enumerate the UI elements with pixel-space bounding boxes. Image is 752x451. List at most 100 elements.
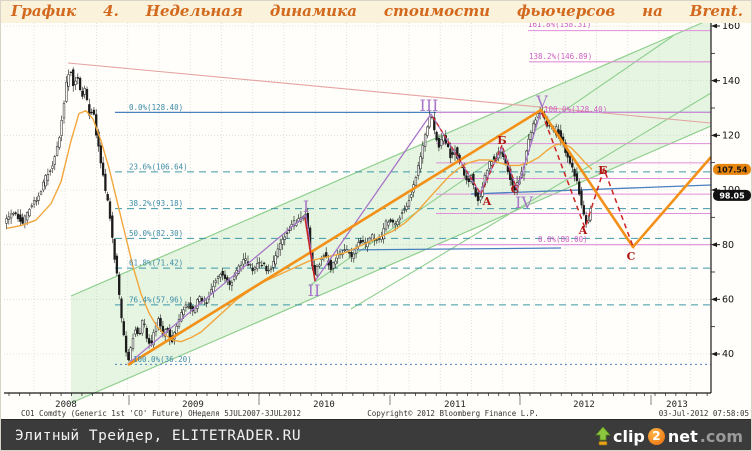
candle-body <box>108 201 112 219</box>
candle-body <box>571 162 574 168</box>
candle-body <box>16 213 20 220</box>
candle-body <box>256 263 259 270</box>
candle-body <box>214 280 217 283</box>
chart-text: 2012 <box>573 400 595 410</box>
clip2net-logo[interactable]: clip 2 net .com <box>595 426 743 446</box>
blue-support-line <box>470 184 712 195</box>
candle-body <box>60 119 63 136</box>
candle-body <box>269 267 273 270</box>
candle-body <box>479 196 482 201</box>
candle-body <box>532 123 535 133</box>
candle-body <box>99 145 102 164</box>
upload-arrow-icon <box>595 426 611 445</box>
candle-body <box>143 323 146 325</box>
candle-body <box>258 262 261 264</box>
chart-text: С <box>627 250 636 263</box>
candle-body <box>122 321 125 336</box>
candle-body <box>180 312 183 322</box>
candle-body <box>423 134 427 147</box>
green-channel-upper <box>70 18 712 297</box>
chart-text: 23.6%(106.64) <box>129 162 188 171</box>
candle-body <box>573 169 576 177</box>
candle-body <box>166 328 169 330</box>
red-dashed-projection <box>541 112 635 250</box>
major-tick-arrow <box>711 78 717 83</box>
candle-body <box>437 138 441 148</box>
chart-text: 0.0%(128.40) <box>129 103 183 112</box>
candle-body <box>145 328 148 339</box>
candle-body <box>72 69 75 86</box>
candle-body <box>233 276 236 280</box>
candle-body <box>398 217 401 221</box>
candle-body <box>37 195 40 201</box>
chart-text: 2009 <box>182 400 204 410</box>
blue-support-line <box>340 247 562 251</box>
red-dashed-correction <box>432 116 518 196</box>
candle-body <box>405 206 408 210</box>
candle-body <box>396 220 399 225</box>
candle-body <box>21 217 24 224</box>
chart-svg: 0.0%(128.40) 23.6%(106.64) 38.2%(93.18) 50.… <box>1 18 751 418</box>
chart-text: 76.4%(57.96) <box>129 295 183 304</box>
candle-body <box>276 248 280 257</box>
candle-body <box>433 117 436 131</box>
candle-body <box>83 88 86 95</box>
chart-text: А <box>579 224 588 237</box>
candle-body <box>488 161 491 169</box>
candle-body <box>205 302 208 304</box>
candle-body <box>189 302 192 309</box>
chart-text: 100.0%(128.40) <box>544 105 607 114</box>
candle-body <box>23 215 27 225</box>
candle-body <box>578 181 581 195</box>
candle-body <box>152 332 155 346</box>
candle-body <box>104 173 107 191</box>
candle-body <box>253 266 257 270</box>
logo-net: net <box>667 426 698 446</box>
candle-body <box>285 232 289 234</box>
candle-body <box>111 215 114 238</box>
candle-body <box>147 338 151 344</box>
candle-body <box>78 77 82 90</box>
footer-bar: Элитный Трейдер, ELITETRADER.RU clip 2 n… <box>1 419 751 450</box>
chart-text: 60 <box>722 295 734 306</box>
candle-body <box>32 200 36 205</box>
chart-text: Б <box>598 164 607 177</box>
candle-body <box>260 265 263 267</box>
candle-body <box>283 236 286 240</box>
candle-body <box>244 258 247 261</box>
candle-body <box>359 240 362 244</box>
chart-title-bar: График 4. Недельная динамика стоимости ф… <box>1 1 751 23</box>
candle-body <box>440 139 443 146</box>
candle-body <box>7 216 10 220</box>
chart-text: 03-Jul-2012 07:58:05 <box>659 409 749 418</box>
candle-body <box>580 190 583 206</box>
candle-body <box>19 214 22 222</box>
candle-body <box>124 335 128 353</box>
candle-body <box>187 306 190 308</box>
chart-text: IV <box>515 193 533 212</box>
candle-body <box>435 131 438 141</box>
chart-text: 80 <box>722 240 734 251</box>
candle-body <box>318 264 321 267</box>
candle-body <box>529 132 533 140</box>
candle-body <box>138 333 142 335</box>
candle-body <box>384 220 388 230</box>
candle-body <box>419 156 422 170</box>
candle-body <box>106 194 109 201</box>
candle-body <box>129 347 132 362</box>
candle-body <box>212 286 215 292</box>
candle-body <box>26 212 29 221</box>
candle-body <box>449 148 452 159</box>
candle-body <box>115 255 119 274</box>
candle-body <box>216 276 220 279</box>
chart-text: 2011 <box>444 400 466 410</box>
candle-body <box>492 156 496 160</box>
chart-text: Copyright© 2012 Bloomberg Finance L.P. <box>367 409 539 418</box>
chart-text: С <box>511 183 520 196</box>
major-tick-arrow <box>711 23 717 29</box>
green-trendline <box>350 92 712 310</box>
candle-body <box>184 304 188 308</box>
major-tick-arrow <box>711 242 717 247</box>
candle-body <box>536 113 539 118</box>
